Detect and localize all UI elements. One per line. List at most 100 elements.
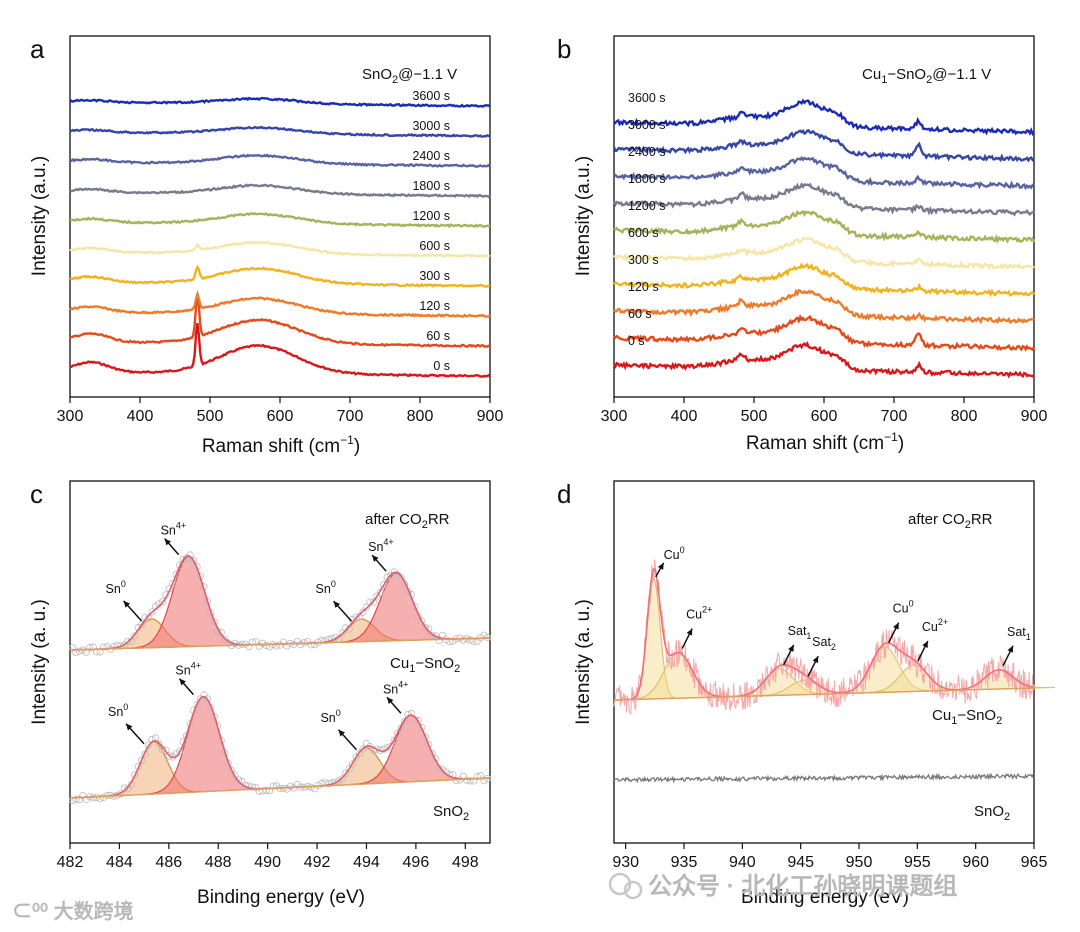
- peak-arrowhead: [123, 600, 131, 608]
- series-line: [69, 264, 491, 288]
- x-axis-label-c: Binding energy (eV): [197, 887, 365, 908]
- label-cu1-sno2-d: Cu1−SnO2: [932, 707, 1002, 727]
- series-line: [69, 153, 491, 168]
- raw-point: [359, 608, 367, 616]
- raw-point: [463, 776, 471, 784]
- raw-point: [452, 776, 460, 785]
- series-line: [613, 262, 1035, 298]
- peak-label: Sn0: [316, 579, 336, 596]
- x-ticks-a: 300 400 500 600 700 800 900: [57, 397, 503, 425]
- plot-frame-c: [69, 480, 491, 844]
- tick-label: 496: [403, 854, 430, 871]
- raw-point: [418, 723, 426, 732]
- label-after-co2rr-d: after CO2RR: [908, 511, 993, 531]
- tick-label: 500: [741, 408, 768, 425]
- peak-label: Sn4+: [175, 661, 201, 678]
- series-label: 600 s: [628, 226, 659, 240]
- raw-point: [179, 556, 187, 564]
- tick-label: 484: [106, 854, 133, 871]
- series-label: 300 s: [419, 269, 450, 283]
- peak-label: Sn4+: [161, 521, 187, 538]
- tick-label: 600: [267, 408, 294, 425]
- peak-label: Sn0: [106, 579, 126, 596]
- series-line: [612, 182, 1035, 217]
- curves-d: [613, 559, 1056, 784]
- raw-point: [131, 771, 139, 779]
- peak-arrowhead: [1007, 645, 1013, 653]
- raw-point: [369, 598, 377, 606]
- raw-point: [138, 620, 146, 629]
- tick-label: 800: [951, 408, 978, 425]
- raw-point: [400, 717, 409, 726]
- panel-letter-b: b: [557, 34, 571, 64]
- raw-point: [203, 597, 211, 605]
- series-line: [69, 289, 491, 318]
- raw-point: [234, 776, 243, 784]
- raw-point: [172, 570, 180, 578]
- peak-arrowhead: [812, 656, 819, 664]
- series-line: [69, 212, 491, 229]
- series-line: [613, 209, 1036, 244]
- tick-label: 945: [787, 854, 814, 871]
- peak-label: Sn4+: [383, 679, 409, 696]
- y-axis-label-a: Intensity (a.u.): [29, 156, 50, 276]
- tick-label: 400: [127, 408, 154, 425]
- raw-point: [425, 740, 433, 749]
- raw-point: [407, 709, 415, 718]
- raw-point: [449, 637, 457, 645]
- peak-label: Sn0: [108, 702, 128, 719]
- watermark-wechat-text: 公众号 · 北化工孙晓明课题组: [648, 872, 957, 900]
- label-after-co2rr-c: after CO2RR: [365, 511, 450, 531]
- tick-label: 935: [671, 854, 698, 871]
- raw-point: [145, 741, 153, 749]
- peak-arrowhead: [179, 678, 186, 686]
- raw-point: [317, 636, 326, 645]
- x-axis-label-d: Binding energy (eV): [741, 887, 909, 908]
- series-label: 60 s: [426, 329, 450, 343]
- raw-point: [203, 695, 211, 703]
- series-label: 120 s: [419, 299, 450, 313]
- series-line: [612, 340, 1035, 379]
- series-line: [69, 125, 491, 138]
- raw-point: [352, 613, 360, 621]
- series-line: [69, 240, 491, 259]
- series-label: 3600 s: [412, 89, 450, 103]
- raw-point: [404, 710, 412, 718]
- wechat-icon-bubble: [623, 880, 643, 900]
- raw-point: [473, 772, 481, 781]
- tick-label: 950: [846, 854, 873, 871]
- x-ticks-d: 930 935 940 945 950 955 960 965: [612, 843, 1047, 871]
- series-line: [613, 314, 1036, 352]
- series-label: 3600 s: [628, 91, 666, 105]
- raw-point: [189, 556, 198, 565]
- raw-point: [335, 777, 343, 785]
- raw-point: [75, 647, 84, 655]
- series-labels-a: 0 s 60 s 120 s 300 s 600 s 1200 s 1800 s 2400 s…: [412, 89, 450, 373]
- tick-label: 500: [197, 408, 224, 425]
- raw-point: [158, 598, 166, 606]
- raw-point: [72, 795, 80, 804]
- x-axis-label-b: Raman shift (cm−1): [746, 430, 904, 454]
- peak-arrowhead: [386, 697, 394, 705]
- y-axis-label-d: Intensity (a. u.): [573, 599, 594, 725]
- raw-point: [68, 644, 77, 652]
- tick-label: 700: [881, 408, 908, 425]
- raw-point: [124, 785, 132, 793]
- raw-point: [470, 777, 478, 785]
- tick-label: 965: [1021, 854, 1048, 871]
- x-axis-label-a: Raman shift (cm−1): [202, 433, 360, 457]
- baseline: [69, 637, 491, 651]
- raw-point: [231, 771, 239, 779]
- tick-label: 600: [811, 408, 838, 425]
- series-label: 0 s: [628, 334, 645, 348]
- tick-label: 482: [57, 854, 84, 871]
- peak-arrowhead: [657, 562, 664, 570]
- series-label: 60 s: [628, 307, 652, 321]
- tick-label: 300: [57, 408, 84, 425]
- tick-label: 492: [304, 854, 331, 871]
- peak-label: Cu2+: [686, 605, 712, 622]
- series-line: [613, 156, 1035, 191]
